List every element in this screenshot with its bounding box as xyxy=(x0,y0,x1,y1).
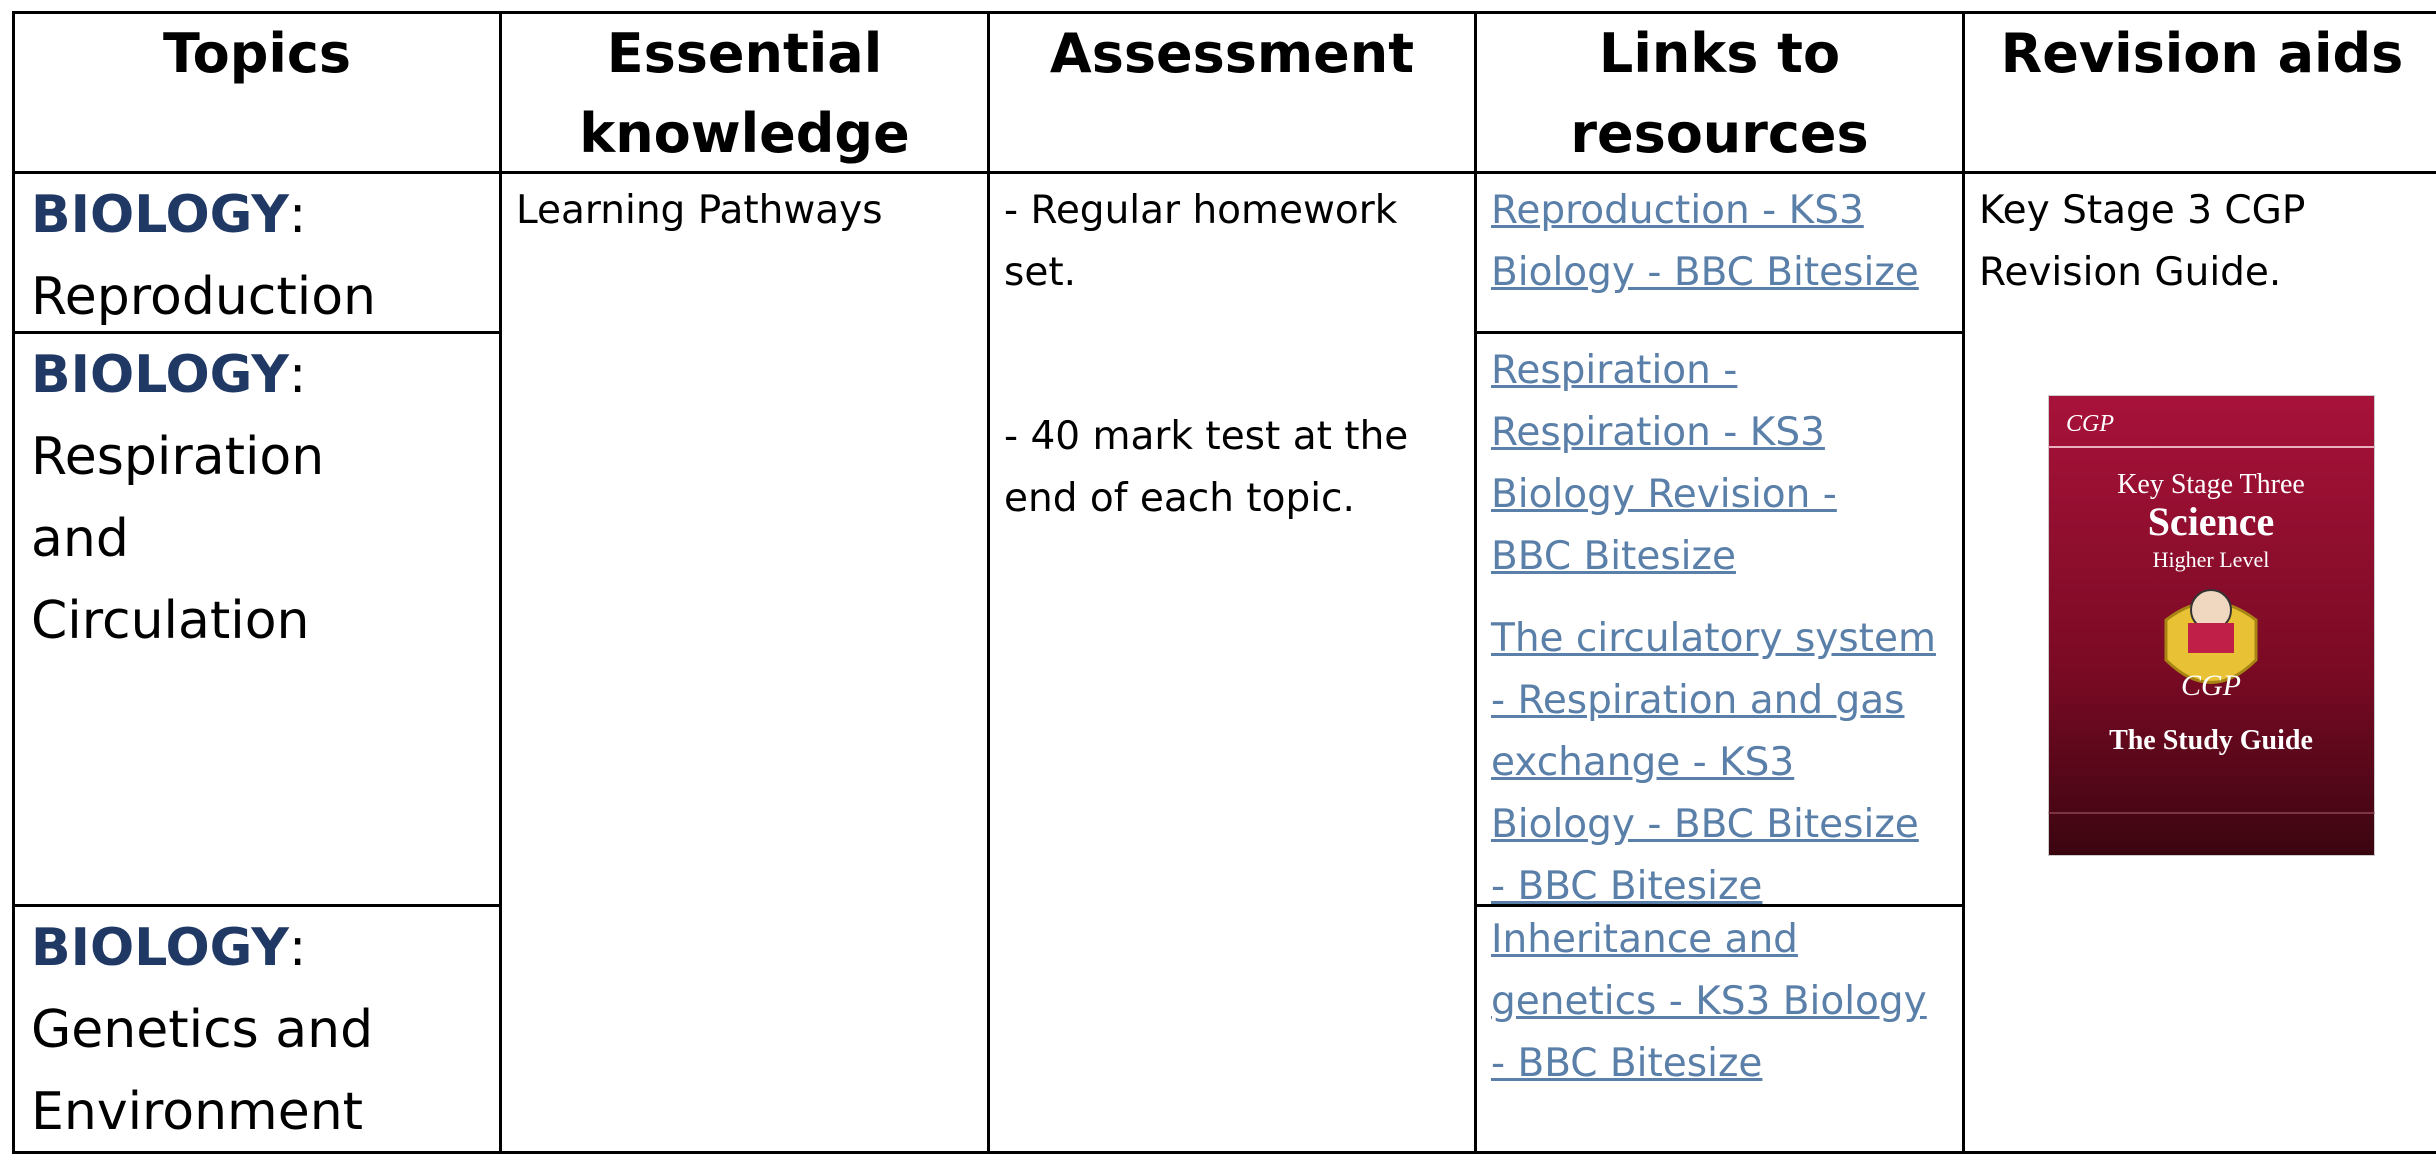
topic-suffix: : xyxy=(288,185,307,245)
topic-cell: BIOLOGY: Respiration and Circulation xyxy=(12,331,502,907)
knowledge-cell: Learning Pathways xyxy=(499,171,990,1154)
header-cell: Links to resources xyxy=(1474,11,1965,174)
topic-suffix: : xyxy=(288,345,307,405)
topic-label: BIOLOGY xyxy=(31,345,289,405)
links-cell: Reproduction - KS3 Biology - BBC Bitesiz… xyxy=(1474,171,1965,334)
book-brand: CGP xyxy=(2066,411,2114,437)
resource-link[interactable]: Inheritance and genetics - KS3 Biology -… xyxy=(1491,917,1927,1086)
book-subject: Science xyxy=(2148,499,2275,544)
knowledge-text: Learning Pathways xyxy=(516,188,883,233)
assessment-item: - 40 mark test at the end of each topic. xyxy=(1004,414,1409,521)
topic-label: BIOLOGY xyxy=(31,185,289,245)
header-text: Topics xyxy=(162,22,352,85)
book-subtitle: The Study Guide xyxy=(2109,725,2313,756)
header-text: Assessment xyxy=(1049,22,1415,85)
topic-cell: BIOLOGY: Reproduction xyxy=(12,171,502,334)
revision-text: Key Stage 3 CGP Revision Guide. xyxy=(1979,188,2306,295)
header-cell: Assessment xyxy=(987,11,1477,174)
topic-label: BIOLOGY xyxy=(31,918,289,978)
topic-name: Reproduction xyxy=(31,267,377,327)
header-cell: Revision aids xyxy=(1962,11,2436,174)
resource-link[interactable]: Respiration - Respiration - KS3 Biology … xyxy=(1491,348,1837,579)
book-cover: CGP Key Stage Three Science Higher Level… xyxy=(2048,395,2375,856)
header-text: Essential knowledge xyxy=(579,22,910,165)
header-cell: Topics xyxy=(12,11,502,174)
header-text: Links to resources xyxy=(1570,22,1869,165)
topic-name: Respiration and Circulation xyxy=(31,427,325,651)
assessment-item: - Regular homework set. xyxy=(1004,188,1398,295)
assessment-cell: - Regular homework set. - 40 mark test a… xyxy=(987,171,1477,1154)
topic-suffix: : xyxy=(288,918,307,978)
links-cell: Inheritance and genetics - KS3 Biology -… xyxy=(1474,904,1965,1154)
topic-cell: BIOLOGY: Genetics and Environment xyxy=(12,904,502,1154)
topic-name: Genetics and Environment xyxy=(31,1000,374,1142)
header-cell: Essential knowledge xyxy=(499,11,990,174)
links-cell: Respiration - Respiration - KS3 Biology … xyxy=(1474,331,1965,909)
resource-link[interactable]: Reproduction - KS3 Biology - BBC Bitesiz… xyxy=(1491,188,1919,295)
book-stage: Key Stage Three xyxy=(2117,469,2305,500)
resource-link[interactable]: The circulatory system - Respiration and… xyxy=(1491,616,1936,909)
book-mascot-book xyxy=(2188,623,2234,653)
header-text: Revision aids xyxy=(2000,22,2404,85)
book-level: Higher Level xyxy=(2153,547,2270,572)
book-mascot-label: CGP xyxy=(2181,669,2241,702)
